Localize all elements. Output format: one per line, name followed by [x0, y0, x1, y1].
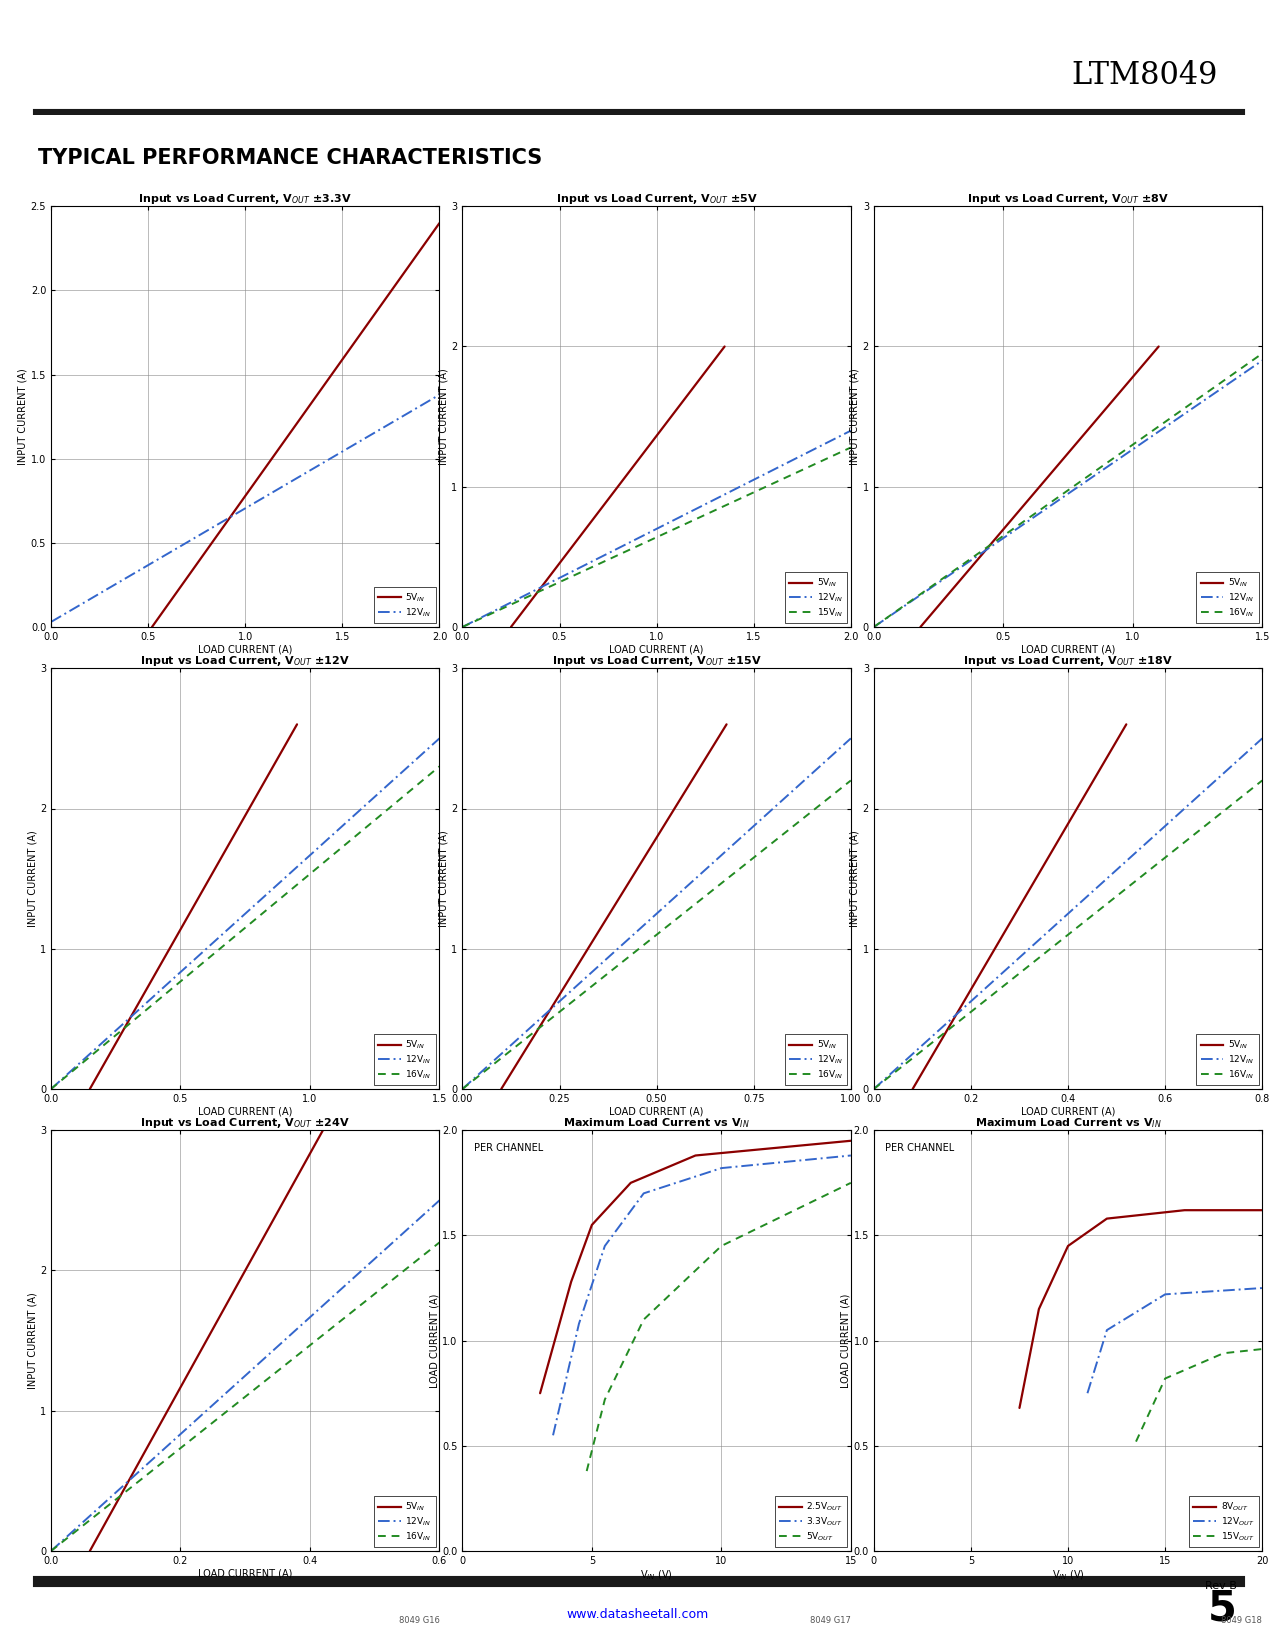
Y-axis label: LOAD CURRENT (A): LOAD CURRENT (A) [430, 1294, 440, 1388]
X-axis label: LOAD CURRENT (A): LOAD CURRENT (A) [1021, 645, 1116, 655]
Y-axis label: INPUT CURRENT (A): INPUT CURRENT (A) [850, 368, 859, 465]
Legend: 5V$_{IN}$, 12V$_{IN}$, 16V$_{IN}$: 5V$_{IN}$, 12V$_{IN}$, 16V$_{IN}$ [374, 1035, 436, 1086]
Title: Input vs Load Current, V$_{OUT}$ ±5V: Input vs Load Current, V$_{OUT}$ ±5V [556, 191, 757, 206]
Text: 8049 G10: 8049 G10 [399, 693, 440, 701]
X-axis label: LOAD CURRENT (A): LOAD CURRENT (A) [198, 1569, 292, 1579]
Text: 8049 G15: 8049 G15 [1221, 1155, 1262, 1163]
Legend: 5V$_{IN}$, 12V$_{IN}$, 16V$_{IN}$: 5V$_{IN}$, 12V$_{IN}$, 16V$_{IN}$ [1196, 573, 1258, 624]
Text: 8049 G16: 8049 G16 [399, 1617, 440, 1625]
Text: 5: 5 [1207, 1587, 1237, 1630]
Legend: 5V$_{IN}$, 12V$_{IN}$: 5V$_{IN}$, 12V$_{IN}$ [374, 587, 436, 624]
Y-axis label: INPUT CURRENT (A): INPUT CURRENT (A) [850, 830, 859, 927]
Legend: 5V$_{IN}$, 12V$_{IN}$, 16V$_{IN}$: 5V$_{IN}$, 12V$_{IN}$, 16V$_{IN}$ [1196, 1035, 1258, 1086]
Title: Input vs Load Current, V$_{OUT}$ ±15V: Input vs Load Current, V$_{OUT}$ ±15V [552, 653, 761, 668]
Title: Input vs Load Current, V$_{OUT}$ ±24V: Input vs Load Current, V$_{OUT}$ ±24V [140, 1115, 351, 1130]
Text: 8049 G11: 8049 G11 [810, 693, 850, 701]
Legend: 5V$_{IN}$, 12V$_{IN}$, 16V$_{IN}$: 5V$_{IN}$, 12V$_{IN}$, 16V$_{IN}$ [785, 1035, 848, 1086]
X-axis label: LOAD CURRENT (A): LOAD CURRENT (A) [198, 645, 292, 655]
X-axis label: LOAD CURRENT (A): LOAD CURRENT (A) [198, 1107, 292, 1117]
Y-axis label: INPUT CURRENT (A): INPUT CURRENT (A) [439, 830, 449, 927]
Title: Input vs Load Current, V$_{OUT}$ ±3.3V: Input vs Load Current, V$_{OUT}$ ±3.3V [139, 191, 352, 206]
Text: 8049 G13: 8049 G13 [399, 1155, 440, 1163]
Y-axis label: INPUT CURRENT (A): INPUT CURRENT (A) [27, 830, 37, 927]
X-axis label: V$_{IN}$ (V): V$_{IN}$ (V) [1052, 1569, 1084, 1582]
Title: Input vs Load Current, V$_{OUT}$ ±12V: Input vs Load Current, V$_{OUT}$ ±12V [140, 653, 351, 668]
Title: Input vs Load Current, V$_{OUT}$ ±8V: Input vs Load Current, V$_{OUT}$ ±8V [966, 191, 1169, 206]
Title: Maximum Load Current vs V$_{IN}$: Maximum Load Current vs V$_{IN}$ [564, 1115, 750, 1130]
Text: 8049 G18: 8049 G18 [1221, 1617, 1262, 1625]
Legend: 8V$_{OUT}$, 12V$_{OUT}$, 15V$_{OUT}$: 8V$_{OUT}$, 12V$_{OUT}$, 15V$_{OUT}$ [1190, 1497, 1258, 1548]
Text: 8049 G12: 8049 G12 [1221, 693, 1262, 701]
Text: 8049 G14: 8049 G14 [810, 1155, 850, 1163]
Y-axis label: LOAD CURRENT (A): LOAD CURRENT (A) [840, 1294, 850, 1388]
X-axis label: LOAD CURRENT (A): LOAD CURRENT (A) [609, 1107, 704, 1117]
Legend: 5V$_{IN}$, 12V$_{IN}$, 15V$_{IN}$: 5V$_{IN}$, 12V$_{IN}$, 15V$_{IN}$ [785, 573, 848, 624]
Text: PER CHANNEL: PER CHANNEL [885, 1143, 955, 1153]
Y-axis label: INPUT CURRENT (A): INPUT CURRENT (A) [27, 1292, 37, 1389]
Text: PER CHANNEL: PER CHANNEL [474, 1143, 543, 1153]
Title: Maximum Load Current vs V$_{IN}$: Maximum Load Current vs V$_{IN}$ [974, 1115, 1162, 1130]
X-axis label: LOAD CURRENT (A): LOAD CURRENT (A) [609, 645, 704, 655]
Text: LTM8049: LTM8049 [1071, 59, 1218, 91]
Text: 8049 G17: 8049 G17 [810, 1617, 850, 1625]
Title: Input vs Load Current, V$_{OUT}$ ±18V: Input vs Load Current, V$_{OUT}$ ±18V [963, 653, 1173, 668]
Y-axis label: INPUT CURRENT (A): INPUT CURRENT (A) [18, 368, 28, 465]
Legend: 5V$_{IN}$, 12V$_{IN}$, 16V$_{IN}$: 5V$_{IN}$, 12V$_{IN}$, 16V$_{IN}$ [374, 1497, 436, 1548]
Y-axis label: INPUT CURRENT (A): INPUT CURRENT (A) [439, 368, 449, 465]
Text: www.datasheetall.com: www.datasheetall.com [566, 1607, 709, 1620]
Text: Rev B: Rev B [1205, 1581, 1237, 1591]
X-axis label: V$_{IN}$ (V): V$_{IN}$ (V) [640, 1569, 673, 1582]
X-axis label: LOAD CURRENT (A): LOAD CURRENT (A) [1021, 1107, 1116, 1117]
Legend: 2.5V$_{OUT}$, 3.3V$_{OUT}$, 5V$_{OUT}$: 2.5V$_{OUT}$, 3.3V$_{OUT}$, 5V$_{OUT}$ [775, 1497, 848, 1548]
Text: TYPICAL PERFORMANCE CHARACTERISTICS: TYPICAL PERFORMANCE CHARACTERISTICS [38, 148, 542, 168]
